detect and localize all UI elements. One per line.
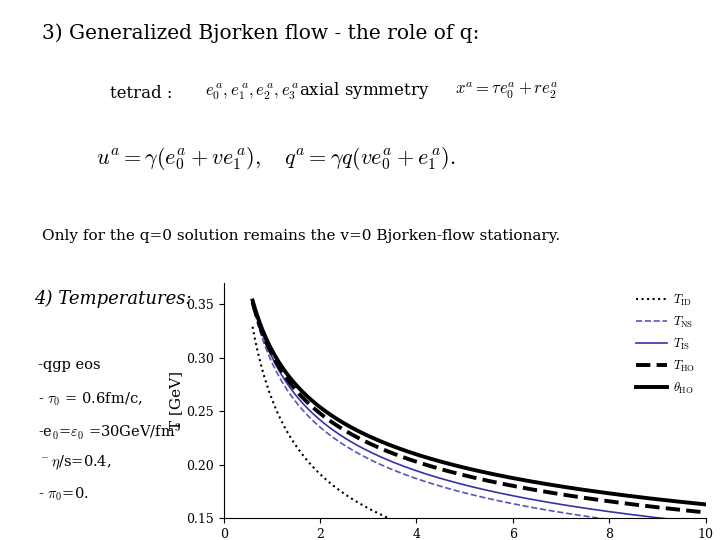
$T_{\rm IS}$ (523, 495, 532, 502)
Y-axis label: T [GeV]: T [GeV] (169, 371, 184, 430)
$\theta_{\rm HO}$ (523, 477, 532, 484)
$T_{\rm NS}$ (248, 301, 257, 307)
$T_{\rm IS}$ (592, 507, 600, 513)
$T_{\rm IS}$ (511, 493, 520, 500)
Text: 4) Temperatures:: 4) Temperatures: (35, 290, 192, 308)
$T_{\rm NS}$ (537, 506, 546, 512)
$T_{\rm IS}$ (537, 498, 546, 504)
Text: $^-\eta$/s=0.4,: $^-\eta$/s=0.4, (38, 454, 112, 472)
Text: - $\pi_0$=0.: - $\pi_0$=0. (38, 485, 89, 503)
$T_{\rm IS}$ (276, 369, 284, 376)
$T_{\rm HO}$ (701, 509, 710, 516)
$\theta_{\rm HO}$ (639, 494, 647, 501)
$\theta_{\rm HO}$ (511, 475, 520, 482)
$T_{\rm NS}$ (701, 528, 710, 534)
$T_{\rm HO}$ (276, 366, 284, 373)
Text: Only for the q=0 solution remains the v=0 Bjorken-flow stationary.: Only for the q=0 solution remains the v=… (42, 229, 560, 243)
$T_{\rm IS}$ (701, 519, 710, 526)
Line: $T_{\rm NS}$: $T_{\rm NS}$ (253, 304, 706, 531)
$T_{\rm HO}$ (523, 485, 532, 492)
$T_{\rm NS}$ (511, 501, 520, 508)
$\theta_{\rm HO}$ (701, 501, 710, 508)
$T_{\rm IS}$ (639, 512, 647, 519)
$T_{\rm HO}$ (639, 502, 647, 509)
$\theta_{\rm HO}$ (276, 361, 284, 368)
$T_{\rm NS}$ (592, 515, 600, 521)
$\theta_{\rm HO}$ (592, 488, 600, 495)
Text: $x^a = \tau e_0^a + re_2^a$: $x^a = \tau e_0^a + re_2^a$ (455, 80, 559, 101)
$\theta_{\rm HO}$ (537, 480, 546, 487)
$T_{\rm HO}$ (592, 496, 600, 503)
$\theta_{\rm HO}$ (248, 298, 257, 304)
$T_{\rm NS}$ (276, 376, 284, 382)
$T_{\rm HO}$ (248, 299, 257, 306)
$T_{\rm NS}$ (639, 521, 647, 527)
$T_{\rm ID}$ (276, 416, 284, 422)
$T_{\rm IS}$ (248, 298, 257, 304)
Text: $e_0^{\,a},e_1^{\,a},e_2^{\,a},e_3^{\,a}$axial symmetry: $e_0^{\,a},e_1^{\,a},e_2^{\,a},e_3^{\,a}… (204, 80, 429, 102)
$T_{\rm HO}$ (511, 483, 520, 490)
Legend: $T_{\rm ID}$, $T_{\rm NS}$, $T_{\rm IS}$, $T_{\rm HO}$, $\theta_{\rm HO}$: $T_{\rm ID}$, $T_{\rm NS}$, $T_{\rm IS}$… (632, 289, 699, 400)
Line: $T_{\rm ID}$: $T_{\rm ID}$ (253, 327, 706, 540)
Line: $T_{\rm IS}$: $T_{\rm IS}$ (253, 301, 706, 523)
Line: $\theta_{\rm HO}$: $\theta_{\rm HO}$ (253, 301, 706, 504)
Text: -qgp eos: -qgp eos (38, 358, 101, 372)
Text: tetrad :: tetrad : (110, 85, 173, 103)
Text: 3) Generalized Bjorken flow - the role of q:: 3) Generalized Bjorken flow - the role o… (42, 24, 480, 43)
$T_{\rm HO}$ (537, 488, 546, 494)
Line: $T_{\rm HO}$: $T_{\rm HO}$ (253, 302, 706, 512)
Text: - $\tau_0$ = 0.6fm/c,: - $\tau_0$ = 0.6fm/c, (38, 390, 143, 408)
$T_{\rm ID}$ (248, 323, 257, 330)
Text: -e$_0$=$\varepsilon_0$ =30GeV/fm$^3$: -e$_0$=$\varepsilon_0$ =30GeV/fm$^3$ (38, 422, 181, 442)
$T_{\rm NS}$ (523, 503, 532, 510)
Text: $u^a = \gamma(e_0^a + ve_1^{\,a}),\quad q^a = \gamma q(ve_0^a + e_1^{\,a}).$: $u^a = \gamma(e_0^a + ve_1^{\,a}),\quad … (96, 145, 456, 172)
